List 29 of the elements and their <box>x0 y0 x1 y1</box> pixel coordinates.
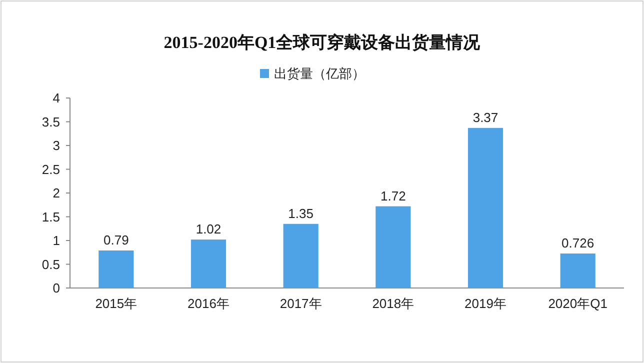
y-tick-label: 4 <box>52 90 60 106</box>
x-tick-label: 2017年 <box>280 296 322 311</box>
x-tick-label: 2018年 <box>372 296 414 311</box>
x-tick-label: 2019年 <box>464 296 506 311</box>
chart-title: 2015-2020年Q1全球可穿戴设备出货量情况 <box>164 33 482 52</box>
x-tick-label: 2015年 <box>95 296 138 311</box>
data-label: 1.02 <box>196 222 222 237</box>
bar <box>98 250 134 288</box>
y-tick-label: 3 <box>52 138 60 154</box>
y-tick-label: 0 <box>52 280 60 296</box>
y-tick-label: 3.5 <box>42 114 60 130</box>
data-label: 0.726 <box>562 236 594 251</box>
bar <box>376 206 411 288</box>
y-tick-label: 1.5 <box>42 209 60 224</box>
bar <box>190 240 226 288</box>
y-tick-label: 0.5 <box>42 256 60 272</box>
y-tick-label: 1 <box>52 233 60 248</box>
bar <box>560 254 596 288</box>
x-tick-label: 2016年 <box>188 296 230 311</box>
bar <box>283 224 318 288</box>
x-tick-label: 2020年Q1 <box>548 296 608 311</box>
legend-label: 出货量（亿部） <box>274 66 365 81</box>
y-tick-label: 2.5 <box>42 162 60 177</box>
data-label: 3.37 <box>472 110 498 125</box>
bar <box>468 128 504 288</box>
data-label: 1.35 <box>288 206 314 221</box>
y-tick-label: 2 <box>52 186 60 201</box>
data-label: 1.72 <box>380 188 406 204</box>
data-label: 0.79 <box>104 232 129 248</box>
